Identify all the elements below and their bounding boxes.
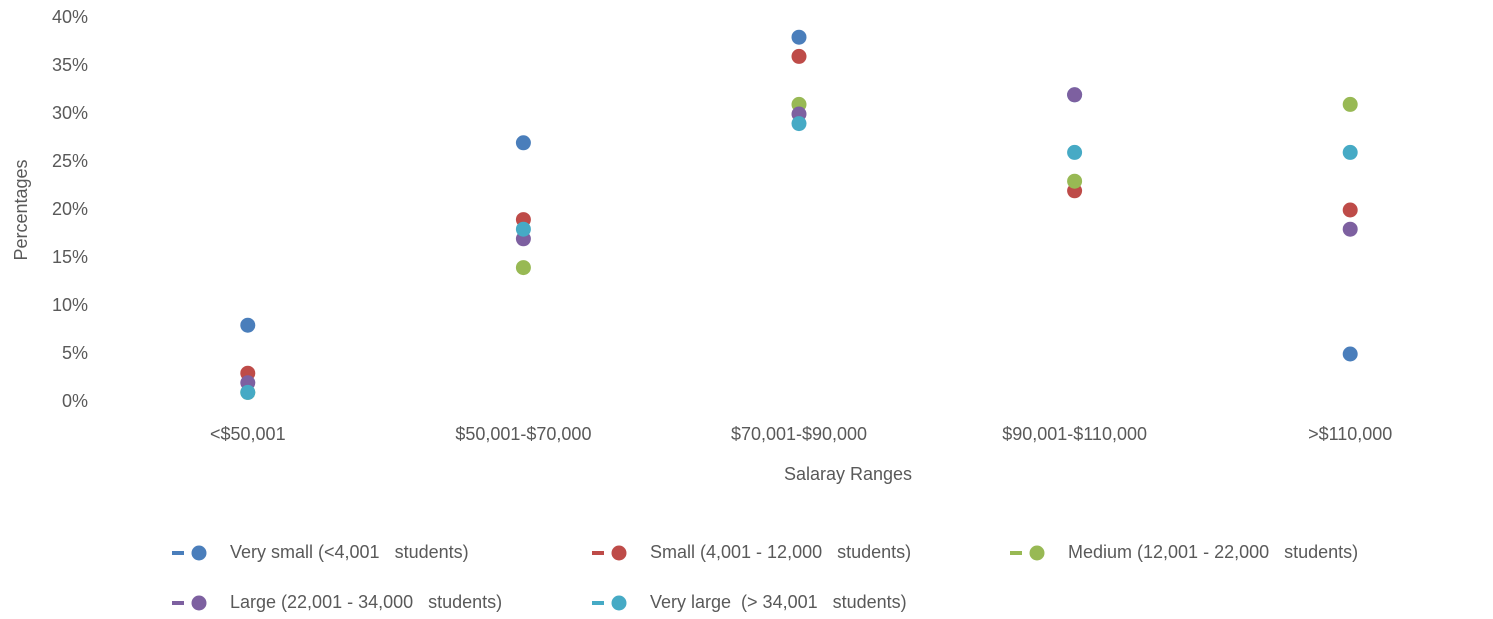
legend-label: Very large (> 34,001 students) <box>650 592 907 612</box>
y-tick-label: 30% <box>52 103 88 123</box>
legend-label: Large (22,001 - 34,000 students) <box>230 592 502 612</box>
y-tick-label: 40% <box>52 7 88 27</box>
data-point <box>515 260 531 276</box>
legend-label: Medium (12,001 - 22,000 students) <box>1068 542 1358 562</box>
y-axis-label: Percentages <box>11 159 31 260</box>
y-tick-label: 25% <box>52 151 88 171</box>
x-tick-label: $50,001-$70,000 <box>455 424 591 444</box>
data-point <box>791 48 807 64</box>
data-point <box>1067 173 1083 189</box>
y-tick-label: 10% <box>52 295 88 315</box>
data-point <box>1342 346 1358 362</box>
y-tick-label: 0% <box>62 391 88 411</box>
data-point <box>515 135 531 151</box>
legend-marker <box>611 595 627 611</box>
data-point <box>791 116 807 132</box>
data-point <box>1067 87 1083 103</box>
data-point <box>1342 221 1358 237</box>
x-tick-label: >$110,000 <box>1308 424 1392 444</box>
legend-marker <box>191 545 207 561</box>
data-point <box>1342 96 1358 112</box>
x-axis-label: Salaray Ranges <box>784 464 912 484</box>
y-tick-label: 15% <box>52 247 88 267</box>
x-tick-label: $90,001-$110,000 <box>1002 424 1147 444</box>
legend-marker <box>611 545 627 561</box>
data-point <box>240 317 256 333</box>
y-tick-label: 20% <box>52 199 88 219</box>
legend-marker <box>191 595 207 611</box>
legend-label: Very small (<4,001 students) <box>230 542 469 562</box>
y-tick-label: 35% <box>52 55 88 75</box>
legend-marker <box>1029 545 1045 561</box>
data-point <box>240 384 256 400</box>
x-tick-label: <$50,001 <box>210 424 286 444</box>
y-tick-label: 5% <box>62 343 88 363</box>
data-point <box>1342 202 1358 218</box>
data-point <box>1342 144 1358 160</box>
data-point <box>515 221 531 237</box>
x-tick-label: $70,001-$90,000 <box>731 424 867 444</box>
legend-label: Small (4,001 - 12,000 students) <box>650 542 911 562</box>
data-point <box>791 29 807 45</box>
data-point <box>1067 144 1083 160</box>
